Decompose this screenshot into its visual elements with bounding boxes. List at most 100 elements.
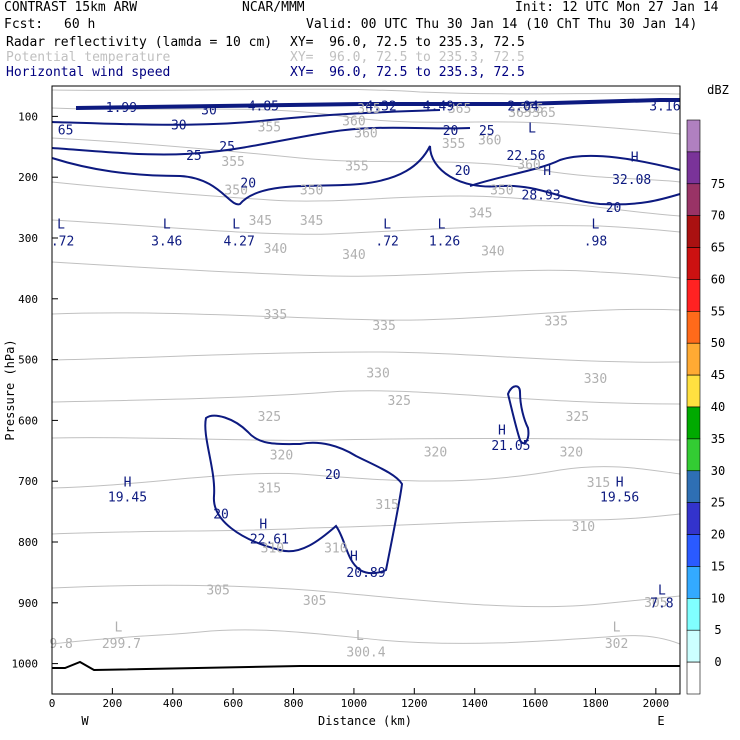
theta-contour-label: 305 [303, 594, 326, 609]
x-axis-label: Distance (km) [318, 714, 412, 728]
theta-contour-365 [51, 88, 681, 95]
colorbar-level-label: 0 [714, 655, 721, 669]
theta-contour-label: 305 [644, 596, 667, 611]
wind-contour-label: 1.99 [106, 101, 137, 116]
wind-contour-label: 25 [479, 124, 495, 139]
theta-contour-label: 320 [560, 446, 583, 461]
theta-contour-label: 310 [261, 542, 284, 557]
colorbar-swatch [686, 311, 701, 344]
colorbar-swatch [686, 438, 701, 472]
colorbar-swatch [686, 279, 701, 312]
wind-contour-label: 20 [606, 201, 622, 216]
wind-contour-label: 4.49 [423, 100, 454, 115]
wind-contour-label: 25 [186, 149, 202, 164]
colorbar-swatch [686, 534, 701, 567]
wind-contour-label: L [438, 218, 446, 233]
wind-contour-25 [51, 126, 471, 156]
theta-extremum-label: L [356, 629, 364, 644]
colorbar-swatch [686, 598, 701, 631]
field-theta-xy: XY= 96.0, 72.5 to 235.3, 72.5 [290, 50, 525, 65]
theta-contour-label: 340 [342, 248, 365, 263]
wind-contour-30 [51, 109, 441, 126]
valid-time: Valid: 00 UTC Thu 30 Jan 14 (10 ChT Thu … [306, 17, 698, 32]
y-tick-label: 900 [18, 597, 38, 610]
wind-contour-label: L [528, 122, 536, 137]
theta-contour-315 [51, 466, 681, 489]
theta-contour-label: 335 [372, 319, 395, 334]
colorbar-level-label: 50 [711, 336, 725, 350]
wind-contour-label: H [543, 164, 551, 179]
east-direction-label: E [657, 714, 664, 728]
colorbar-level-label: 70 [711, 209, 725, 223]
colorbar-level-label: 15 [711, 559, 725, 573]
theta-contour-label: 365 [508, 106, 531, 121]
theta-contour-label: 320 [270, 449, 293, 464]
wind-contour-label: 65 [58, 123, 74, 138]
x-tick-label: 1000 [341, 697, 368, 710]
colorbar-swatch [686, 247, 701, 280]
theta-contour-label: 340 [264, 242, 287, 257]
wind-contour-20-mid-left [204, 414, 404, 575]
wind-contour-label: 3.46 [151, 235, 182, 250]
theta-contour-325 [51, 390, 681, 405]
x-tick-label: 1600 [522, 697, 549, 710]
wind-contour-label: 1.26 [429, 235, 460, 250]
theta-contour-340 [51, 261, 681, 279]
x-tick-label: 600 [223, 697, 243, 710]
wind-contour-label: 4.27 [224, 235, 255, 250]
wind-contour-label: 19.45 [108, 491, 147, 506]
theta-contour-label: 365 [357, 102, 380, 117]
wind-contour-label: .72 [51, 235, 74, 250]
theta-contour-label: 365 [532, 106, 555, 121]
forecast-hours: 60 h [64, 17, 96, 32]
field-wind-name: Horizontal wind speed [6, 65, 171, 80]
field-reflectivity-name: Radar reflectivity (lamda = 10 cm) [6, 35, 273, 50]
y-tick-label: 700 [18, 475, 38, 488]
wind-contour-label: 30 [201, 103, 217, 118]
forecast-label: Fcst: [4, 17, 44, 32]
theta-contour-label: 315 [587, 476, 610, 491]
x-tick-label: 1200 [401, 697, 428, 710]
wind-contour-label: H [350, 550, 358, 565]
colorbar-level-label: 40 [711, 400, 725, 414]
colorbar-swatch [686, 183, 701, 216]
theta-contour-350 [51, 181, 681, 217]
theta-contour-label: 360 [517, 158, 540, 173]
wind-contour-label: L [383, 218, 391, 233]
colorbar-level-label: 65 [711, 241, 725, 255]
y-tick-label: 800 [18, 536, 38, 549]
colorbar-swatch [686, 661, 701, 695]
wind-contour-label: L [232, 218, 240, 233]
theta-contour-label: 355 [221, 155, 244, 170]
theta-extremum-label: 300.4 [346, 646, 385, 661]
wind-contour-30-jet [75, 98, 680, 110]
x-tick-label: 200 [102, 697, 122, 710]
field-reflectivity-xy: XY= 96.0, 72.5 to 235.3, 72.5 [290, 35, 525, 50]
wind-contour-label: 21.05 [491, 439, 530, 454]
wind-contour-label: 20 [325, 468, 341, 483]
theta-contour-label: 355 [345, 159, 368, 174]
theta-contour-360 [51, 107, 681, 135]
colorbar-level-label: 45 [711, 368, 725, 382]
theta-contour-label: 365 [448, 102, 471, 117]
y-tick-label: 500 [18, 354, 38, 367]
theta-contour-300 [51, 629, 681, 645]
theta-contour-label: 355 [442, 137, 465, 152]
wind-contour-label: H [124, 475, 132, 490]
theta-contour-label: 350 [300, 184, 323, 199]
theta-contour-label: 360 [354, 126, 377, 141]
colorbar-level-label: 25 [711, 496, 725, 510]
theta-contour-345 [51, 219, 681, 235]
wind-contour-label: L [163, 218, 171, 233]
wind-contour-label: L [57, 218, 65, 233]
wind-contour-label: H [498, 424, 506, 439]
x-tick-label: 400 [163, 697, 183, 710]
colorbar-swatch [686, 502, 701, 535]
theta-contour-label: 325 [258, 410, 281, 425]
wind-contour-label: 20 [240, 176, 256, 191]
wind-contour-label: .72 [375, 235, 398, 250]
wind-contour-label: 20 [213, 508, 229, 523]
theta-contour-label: 315 [375, 498, 398, 513]
colorbar-swatch [686, 629, 701, 663]
